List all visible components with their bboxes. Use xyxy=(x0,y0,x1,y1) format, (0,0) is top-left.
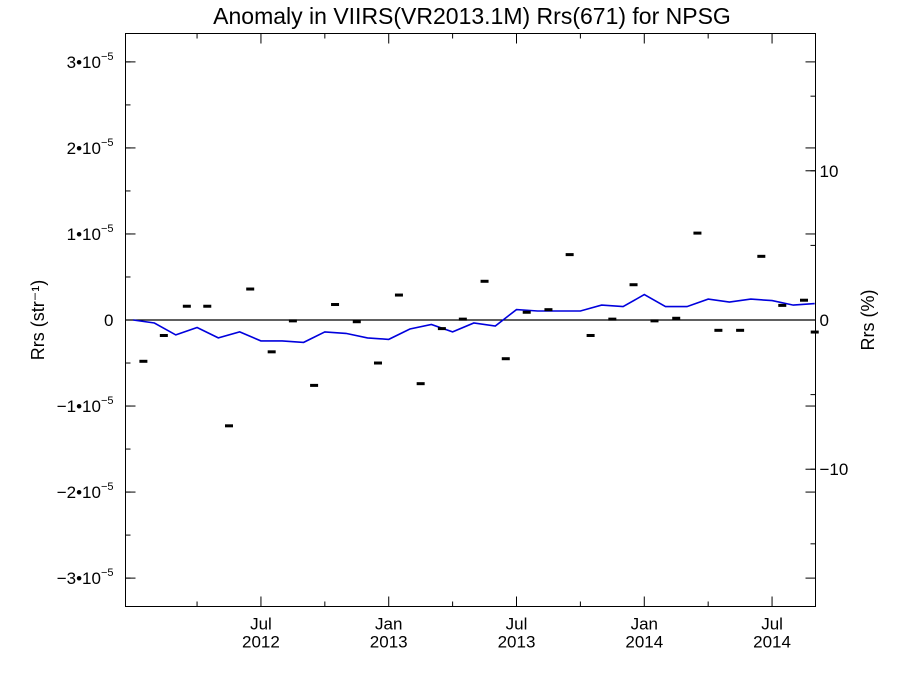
left-y-tick-label: −3•10−5 xyxy=(57,567,114,588)
right-y-tick-label: −10 xyxy=(820,460,849,479)
series-line-percent xyxy=(133,293,815,344)
x-tick-label-year: 2014 xyxy=(753,633,791,652)
x-tick-label-month: Jan xyxy=(631,615,658,634)
anomaly-point xyxy=(565,253,574,257)
anomaly-point xyxy=(139,359,148,363)
anomaly-point xyxy=(373,361,382,365)
anomaly-point xyxy=(352,320,361,324)
anomaly-point xyxy=(544,308,553,312)
x-tick-label-year: 2013 xyxy=(498,633,536,652)
left-y-tick-label: 1•10−5 xyxy=(67,223,114,244)
anomaly-point xyxy=(310,383,319,387)
x-tick-label-year: 2014 xyxy=(625,633,663,652)
anomaly-point xyxy=(288,319,297,323)
anomaly-point xyxy=(203,304,212,308)
anomaly-point xyxy=(394,293,403,297)
anomaly-point xyxy=(650,319,659,323)
anomaly-point xyxy=(501,357,510,361)
anomaly-point xyxy=(757,254,766,258)
anomaly-point xyxy=(182,304,191,308)
anomaly-point xyxy=(480,279,489,283)
anomaly-point xyxy=(416,382,425,386)
chart-title: Anomaly in VIIRS(VR2013.1M) Rrs(671) for… xyxy=(213,3,731,29)
anomaly-point xyxy=(672,316,681,320)
left-y-axis-label: Rrs (str⁻¹) xyxy=(28,280,48,360)
x-tick-label-month: Jan xyxy=(375,615,402,634)
left-y-tick-label: 2•10−5 xyxy=(67,137,114,158)
left-y-tick-label: 0 xyxy=(104,311,113,330)
x-tick-label-month: Jul xyxy=(250,615,272,634)
anomaly-point xyxy=(800,298,808,302)
left-y-tick-label: 3•10−5 xyxy=(67,51,114,72)
anomaly-point xyxy=(437,327,446,331)
anomaly-point xyxy=(267,350,276,354)
anomaly-point xyxy=(522,310,531,314)
x-tick-label-month: Jul xyxy=(506,615,528,634)
right-y-axis-label: Rrs (%) xyxy=(858,290,878,351)
x-tick-label-year: 2012 xyxy=(242,633,280,652)
anomaly-point xyxy=(810,330,819,334)
anomaly-point xyxy=(331,303,340,307)
right-y-tick-label: 10 xyxy=(820,162,839,181)
series-layer xyxy=(133,231,819,428)
left-y-axis: 3•10−5 2•10−5 1•10−5 0 −1•10−5 −2•10−5 −3•10−5 xyxy=(57,51,816,588)
anomaly-point xyxy=(693,231,702,235)
left-y-tick-label: −2•10−5 xyxy=(57,481,114,502)
anomaly-point xyxy=(159,333,168,337)
anomaly-point xyxy=(246,287,255,291)
right-y-tick-label: 0 xyxy=(820,311,829,330)
anomaly-point xyxy=(778,303,787,307)
anomaly-point xyxy=(608,317,617,321)
anomaly-point xyxy=(714,328,723,332)
anomaly-point xyxy=(586,333,595,337)
right-y-axis: 10 0 −10 xyxy=(805,95,849,545)
anomaly-point xyxy=(458,317,467,321)
x-tick-label-year: 2013 xyxy=(370,633,408,652)
anomaly-point xyxy=(225,424,233,428)
anomaly-point xyxy=(736,328,745,332)
anomaly-point xyxy=(629,283,638,287)
left-y-tick-label: −1•10−5 xyxy=(57,395,114,416)
x-tick-label-month: Jul xyxy=(761,615,783,634)
